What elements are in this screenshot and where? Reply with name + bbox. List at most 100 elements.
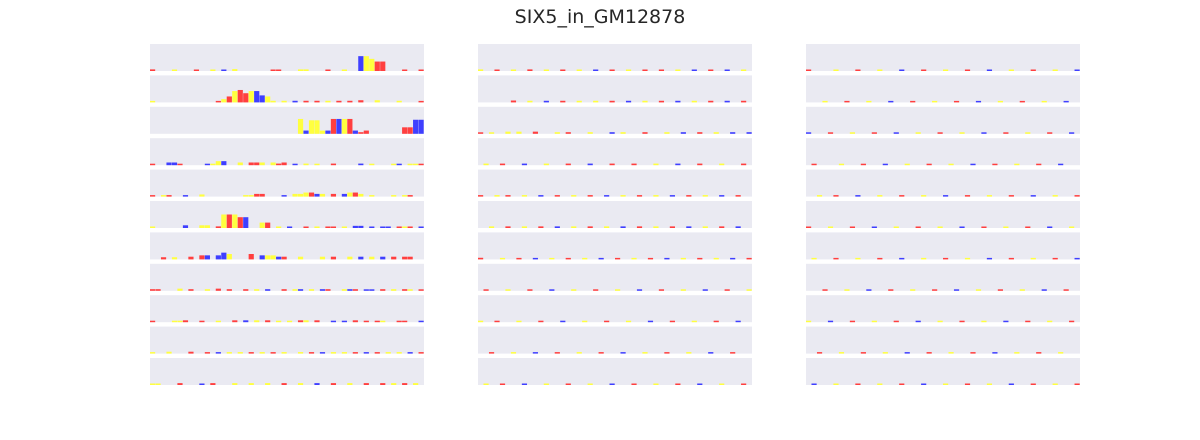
bar-g bbox=[943, 383, 949, 385]
bar-c bbox=[871, 226, 877, 228]
bar-g bbox=[719, 383, 725, 385]
panel-5 bbox=[150, 169, 424, 197]
bar-t bbox=[1036, 163, 1042, 166]
bar-c bbox=[811, 383, 817, 385]
bar-t bbox=[270, 352, 276, 354]
bar-t bbox=[199, 320, 205, 323]
bar-g bbox=[319, 193, 326, 197]
bar-t bbox=[1003, 132, 1009, 134]
bar-c bbox=[352, 130, 358, 134]
bar-c bbox=[975, 100, 982, 103]
bar-t bbox=[609, 100, 615, 103]
bar-g bbox=[554, 132, 560, 134]
bar-g bbox=[150, 352, 156, 354]
bar-g bbox=[413, 383, 419, 385]
bar-c bbox=[620, 352, 626, 354]
bar-g bbox=[314, 120, 320, 134]
bar-g bbox=[303, 192, 309, 197]
bar-c bbox=[915, 320, 921, 323]
bar-t bbox=[248, 162, 254, 166]
bar-t bbox=[565, 383, 571, 385]
bar-g bbox=[620, 195, 626, 197]
bar-g bbox=[642, 352, 648, 354]
bar-c bbox=[625, 100, 632, 103]
bar-t bbox=[226, 214, 232, 228]
bar-t bbox=[188, 351, 194, 354]
bar-t bbox=[1030, 383, 1036, 385]
bar-g bbox=[369, 163, 375, 166]
bar-t bbox=[1008, 195, 1014, 197]
bar-g bbox=[380, 320, 386, 323]
bar-t bbox=[407, 127, 413, 134]
bar-t bbox=[609, 69, 615, 71]
bar-t bbox=[254, 162, 260, 166]
bar-c bbox=[413, 119, 419, 134]
panel-19 bbox=[478, 263, 752, 291]
bar-g bbox=[396, 352, 402, 354]
bar-t bbox=[697, 132, 703, 134]
bar-c bbox=[921, 383, 927, 385]
bar-t bbox=[418, 352, 424, 354]
bar-t bbox=[1036, 352, 1042, 354]
bar-t bbox=[402, 320, 408, 323]
bar-t bbox=[1069, 320, 1075, 323]
bar-g bbox=[204, 225, 210, 228]
bar-g bbox=[270, 255, 276, 260]
bar-t bbox=[488, 352, 495, 354]
bar-g bbox=[975, 289, 982, 291]
panel-12 bbox=[478, 44, 752, 71]
bar-g bbox=[319, 130, 326, 134]
bar-c bbox=[1008, 383, 1014, 385]
bar-g bbox=[959, 132, 965, 134]
bar-g bbox=[248, 383, 254, 385]
bar-t bbox=[1025, 320, 1031, 323]
panel-9 bbox=[150, 295, 424, 323]
bar-g bbox=[543, 383, 549, 385]
bar-t bbox=[827, 132, 834, 134]
bar-g bbox=[292, 289, 298, 291]
bar-t bbox=[259, 193, 265, 197]
bar-g bbox=[391, 195, 397, 197]
bar-g bbox=[822, 100, 828, 103]
bar-t bbox=[697, 163, 703, 166]
bar-g bbox=[221, 214, 227, 228]
bar-g bbox=[631, 257, 637, 260]
bar-g bbox=[413, 163, 419, 166]
bar-t bbox=[177, 163, 183, 166]
bar-g bbox=[521, 226, 528, 228]
bar-t bbox=[860, 163, 866, 166]
bar-g bbox=[964, 257, 971, 260]
bar-g bbox=[226, 254, 232, 260]
bar-g bbox=[215, 320, 221, 323]
bar-c bbox=[899, 69, 905, 71]
bar-t bbox=[407, 256, 413, 260]
bar-g bbox=[510, 352, 517, 354]
bar-g bbox=[402, 195, 408, 197]
panel-6 bbox=[150, 201, 424, 228]
bar-g bbox=[571, 195, 577, 197]
bar-t bbox=[150, 163, 156, 166]
bar-t bbox=[210, 383, 216, 385]
bar-c bbox=[1030, 195, 1036, 197]
bar-g bbox=[849, 132, 856, 134]
bar-t bbox=[565, 132, 571, 134]
bar-t bbox=[560, 100, 566, 103]
bar-g bbox=[347, 192, 353, 197]
bar-t bbox=[265, 222, 271, 228]
bar-g bbox=[904, 163, 910, 166]
bar-t bbox=[215, 226, 221, 228]
bar-g bbox=[325, 100, 331, 103]
panel-18 bbox=[478, 232, 752, 260]
panel-background bbox=[150, 138, 424, 166]
bar-g bbox=[1008, 69, 1014, 71]
bar-g bbox=[297, 383, 304, 385]
bar-g bbox=[1052, 383, 1058, 385]
bar-t bbox=[631, 383, 637, 385]
bar-g bbox=[341, 118, 347, 134]
bar-g bbox=[287, 320, 293, 323]
bar-g bbox=[297, 118, 304, 134]
panel-background bbox=[150, 232, 424, 260]
bar-t bbox=[248, 352, 254, 354]
bar-c bbox=[215, 352, 221, 354]
bar-g bbox=[680, 289, 686, 291]
